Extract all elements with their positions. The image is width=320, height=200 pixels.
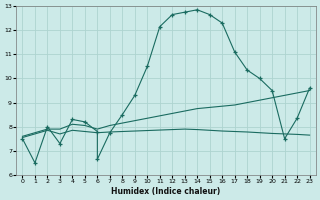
X-axis label: Humidex (Indice chaleur): Humidex (Indice chaleur) (111, 187, 221, 196)
